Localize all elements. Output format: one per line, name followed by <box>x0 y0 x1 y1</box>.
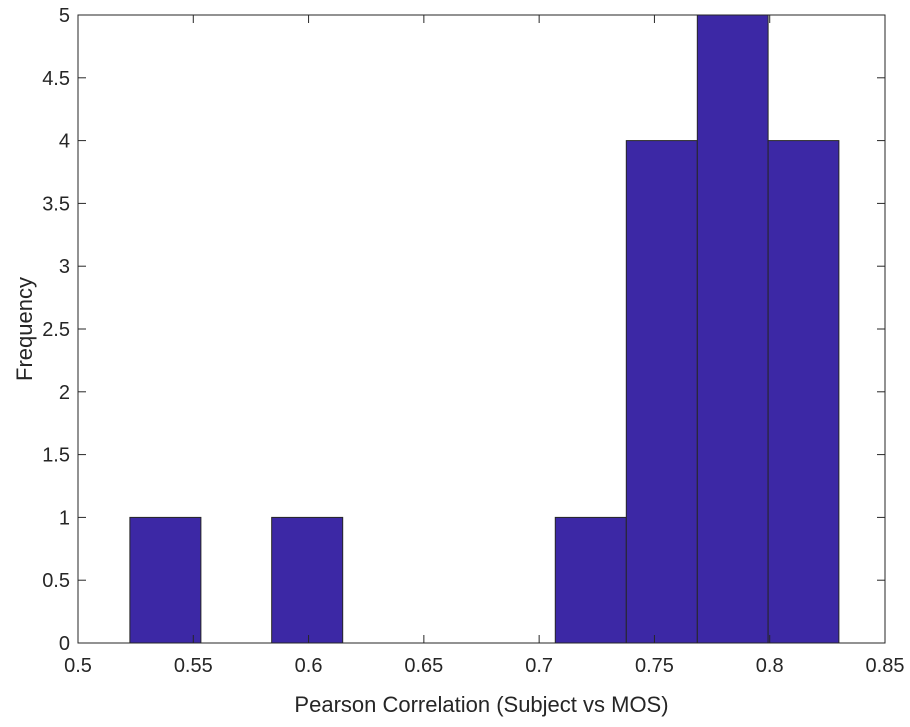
histogram-bar-2 <box>272 517 343 643</box>
x-tick-label: 0.5 <box>64 655 92 677</box>
histogram-bar-7 <box>626 141 697 643</box>
x-tick-label: 0.75 <box>635 655 674 677</box>
y-tick-label: 3 <box>59 256 70 278</box>
y-tick-label: 0 <box>59 633 70 655</box>
histogram-bar-9 <box>768 141 839 643</box>
x-tick-label: 0.6 <box>295 655 323 677</box>
y-tick-label: 2 <box>59 382 70 404</box>
x-tick-label: 0.55 <box>174 655 213 677</box>
y-tick-label: 4.5 <box>42 68 70 90</box>
histogram-bar-8 <box>697 15 768 643</box>
bars-layer <box>130 15 839 643</box>
y-tick-label: 2.5 <box>42 319 70 341</box>
x-axis-title: Pearson Correlation (Subject vs MOS) <box>294 692 668 717</box>
x-tick-label: 0.7 <box>525 655 553 677</box>
y-tick-label: 1.5 <box>42 445 70 467</box>
x-tick-label: 0.85 <box>866 655 905 677</box>
y-tick-label: 0.5 <box>42 570 70 592</box>
y-tick-label: 1 <box>59 507 70 529</box>
histogram-bar-6 <box>555 517 626 643</box>
y-tick-label: 5 <box>59 5 70 27</box>
y-tick-label: 3.5 <box>42 193 70 215</box>
histogram-bar-0 <box>130 517 201 643</box>
x-tick-label: 0.65 <box>404 655 443 677</box>
y-tick-label: 4 <box>59 131 70 153</box>
x-tick-label: 0.8 <box>756 655 784 677</box>
y-axis-title: Frequency <box>12 277 37 381</box>
